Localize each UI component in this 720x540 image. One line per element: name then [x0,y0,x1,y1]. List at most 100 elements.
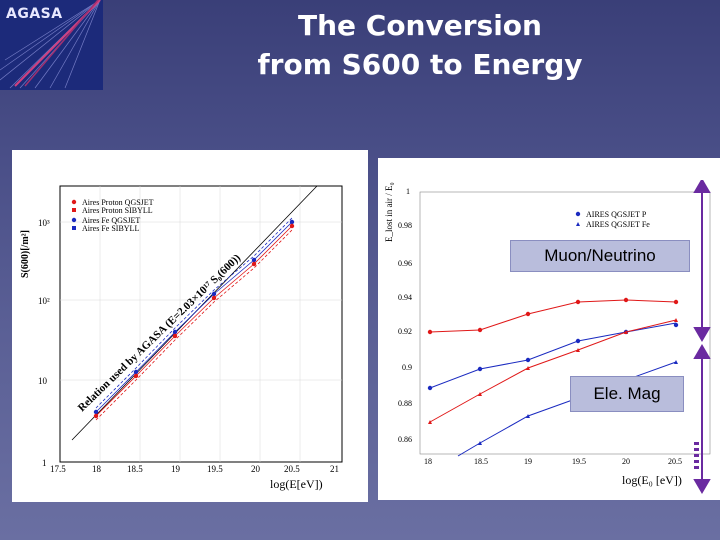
xtick: 20 [251,464,261,474]
xtick: 19.5 [572,457,586,466]
page-title: The Conversion from S600 to Energy [190,6,650,84]
point [526,414,530,418]
arrow-head-up [693,344,711,359]
point [211,295,217,301]
point [624,330,628,334]
dotted-marker [694,442,699,469]
point [673,322,679,328]
logo-text: AGASA [6,6,63,22]
point [427,385,433,391]
ytick: 0.96 [398,259,412,268]
relation-annotation: Relation used by AGASA (E=2.03×10¹⁷ S₀(6… [76,252,244,414]
muon-proton-curve [429,299,677,333]
point [93,413,99,419]
xtick: 18 [92,464,102,474]
point [478,392,482,396]
arrow-head-down [693,479,711,494]
ytick: 0.92 [398,327,412,336]
y-axis-label: S(600)[/m²] [20,230,31,278]
energy-loss-plot-svg: 1 0.98 0.96 0.94 0.92 0.9 0.88 0.86 18 1… [384,182,711,487]
series-proton-sibyll [95,229,293,421]
point [211,291,217,297]
point [576,348,580,352]
ytick: 0.98 [398,221,412,230]
s600-energy-plot: Aires Proton QGSJET Aires Proton SIBYLL … [12,150,368,502]
agasa-logo: AGASA [0,0,103,90]
point [623,297,629,303]
point [525,311,531,317]
point [477,366,483,372]
ytick: 0.88 [398,399,412,408]
electromagnetic-label: Ele. Mag [570,376,684,412]
xtick: 20.5 [668,457,682,466]
xtick: 19 [524,457,532,466]
ytick-1: 1 [42,458,47,468]
xtick: 18 [424,457,432,466]
ytick: 0.86 [398,435,412,444]
point [289,223,295,229]
arrow-head-up [693,180,711,193]
y-axis-label: E_lost in air / E₀ [384,182,394,242]
x-axis-label: log(E[eV]) [270,477,323,491]
legend-marker [72,208,76,212]
legend-marker [576,222,580,226]
point [525,357,531,363]
plot-frame [419,191,711,455]
point [133,369,139,375]
point [575,338,581,344]
point [478,441,482,445]
ytick-1000: 10³ [38,218,50,228]
point [172,333,178,339]
point [428,420,432,424]
point [172,329,178,335]
legend-marker [71,217,77,223]
point [289,219,295,225]
arrow-head-down [693,327,711,342]
xtick: 18.5 [474,457,488,466]
point [673,299,679,305]
xtick: 19.5 [207,464,223,474]
plot-frame [59,185,343,463]
title-line-2: from S600 to Energy [257,48,583,81]
ytick: 0.9 [402,363,412,372]
legend-qgsjet-fe: AIRES QGSJET Fe [586,220,650,229]
xtick: 17.5 [50,464,66,474]
point [427,329,433,335]
title-line-1: The Conversion [298,9,542,42]
energy-loss-plot: 1 0.98 0.96 0.94 0.92 0.9 0.88 0.86 18 1… [378,158,720,500]
xtick: 19 [171,464,181,474]
point [133,373,139,379]
point [93,409,99,415]
xtick: 20.5 [284,464,300,474]
ytick: 0.94 [398,293,412,302]
legend-fe-qgsjet: Aires Fe QGSJET [82,216,140,225]
point [477,327,483,333]
em-proton-curve [429,319,677,423]
shower-graphic [0,0,101,89]
xtick: 18.5 [127,464,143,474]
legend-qgsjet-p: AIRES QGSJET P [586,210,647,219]
component-arrows [693,180,711,494]
ytick: 1 [406,187,410,196]
xtick: 21 [330,464,339,474]
series-fe-sibyll [95,217,293,409]
legend-proton-sibyll: Aires Proton SIBYLL [82,206,153,215]
legend-marker [575,211,581,217]
legend-fe-sibyll: Aires Fe SIBYLL [82,224,139,233]
ytick-10: 10 [38,376,48,386]
s600-plot-svg: Aires Proton QGSJET Aires Proton SIBYLL … [20,185,343,491]
point [251,261,257,267]
muon-neutrino-label: Muon/Neutrino [510,240,690,272]
ytick-100: 10² [38,296,50,306]
point [526,366,530,370]
series-proton-qgsjet [95,225,293,417]
x-axis-label: log(E₀ [eV]) [622,473,682,487]
point [674,360,678,364]
legend-marker [71,199,77,205]
series-fe-qgsjet [95,221,293,413]
legend-proton-qgsjet: Aires Proton QGSJET [82,198,154,207]
point [575,299,581,305]
xtick: 20 [622,457,630,466]
legend-marker [72,226,76,230]
point [674,318,678,322]
